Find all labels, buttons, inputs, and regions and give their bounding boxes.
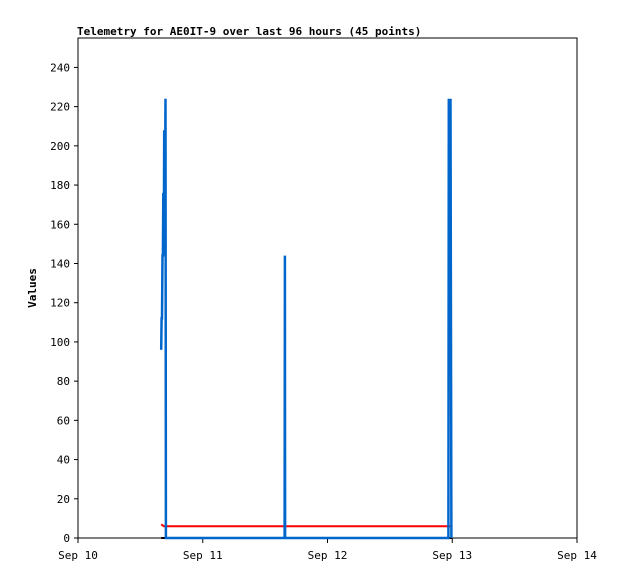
x-tick-label: Sep 11: [183, 549, 223, 562]
y-tick-label: 180: [50, 179, 70, 192]
x-tick-label: Sep 10: [58, 549, 98, 562]
y-tick-label: 40: [57, 454, 70, 467]
y-tick-label: 80: [57, 375, 70, 388]
plot-frame: [77, 37, 578, 539]
chart-title: Telemetry for AE0IT-9 over last 96 hours…: [77, 25, 421, 38]
series-line-0: [159, 98, 453, 540]
y-tick-label: 20: [57, 493, 70, 506]
x-tick-label: Sep 14: [557, 549, 597, 562]
y-tick-label: 160: [50, 218, 70, 231]
y-tick-label: 240: [50, 61, 70, 74]
y-axis-label: Values: [26, 268, 39, 308]
x-tick-label: Sep 13: [432, 549, 472, 562]
x-tick-label: Sep 12: [308, 549, 348, 562]
y-tick-label: 140: [50, 257, 70, 270]
y-tick-label: 220: [50, 101, 70, 114]
series-line-1: [160, 523, 453, 528]
y-tick-label: 100: [50, 336, 70, 349]
y-tick-label: 120: [50, 297, 70, 310]
y-tick-label: 200: [50, 140, 70, 153]
y-tick-label: 0: [63, 532, 70, 545]
y-tick-label: 60: [57, 414, 70, 427]
